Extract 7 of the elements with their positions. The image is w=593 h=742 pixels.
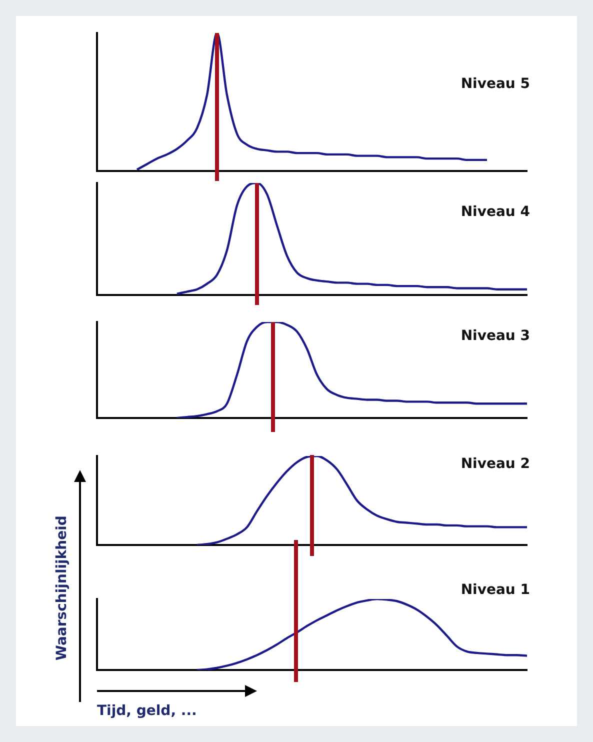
y-axis-title: Waarschijnlijkheid: [54, 516, 70, 660]
chart-title: Niveau 2: [460, 456, 530, 472]
chart-title: Niveau 1: [460, 582, 530, 598]
text: Niveau 4: [460, 204, 530, 220]
chart-title: Niveau 3: [460, 328, 530, 344]
text: Niveau 5: [460, 76, 530, 92]
x-axis-title: Tijd, geld, ...: [97, 703, 197, 719]
